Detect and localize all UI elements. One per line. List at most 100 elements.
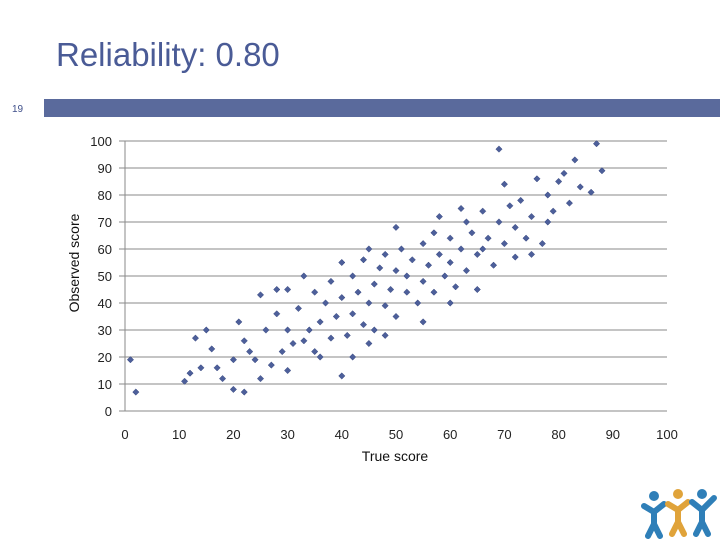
data-point-65 <box>446 258 454 267</box>
slide-title: Reliability: 0.80 <box>56 36 280 73</box>
data-point-111 <box>457 204 465 213</box>
data-point-71 <box>473 250 481 258</box>
data-point-96 <box>592 140 601 148</box>
y-tick-labels: 0 10 20 30 40 50 60 70 80 90 100 <box>90 134 112 419</box>
data-point-62 <box>435 250 443 258</box>
data-point-85 <box>533 175 541 183</box>
data-point-28 <box>311 288 319 296</box>
data-point-25 <box>294 304 302 312</box>
data-point-55 <box>408 256 416 264</box>
data-point-98 <box>495 145 503 153</box>
data-point-88 <box>544 218 552 226</box>
data-point-97 <box>598 167 606 175</box>
data-point-49 <box>387 285 395 294</box>
x-axis-label: True score <box>362 448 429 464</box>
data-point-107 <box>365 245 373 253</box>
data-point-8 <box>213 364 221 372</box>
data-point-41 <box>359 321 368 329</box>
data-point-42 <box>359 256 368 264</box>
data-point-34 <box>332 312 340 321</box>
y-tick-label-40: 40 <box>98 296 112 311</box>
data-point-76 <box>495 218 503 226</box>
data-point-39 <box>349 310 357 318</box>
data-point-52 <box>397 245 405 253</box>
data-point-110 <box>381 331 389 339</box>
data-point-18 <box>262 326 270 334</box>
data-point-87 <box>544 191 552 199</box>
data-point-19 <box>267 361 275 369</box>
data-point-0 <box>126 356 134 364</box>
data-point-38 <box>349 272 357 280</box>
data-point-14 <box>246 348 254 356</box>
data-point-114 <box>229 385 237 393</box>
data-point-50 <box>392 312 400 321</box>
data-point-46 <box>376 264 384 272</box>
x-tick-label-10: 10 <box>172 427 186 442</box>
data-point-9 <box>219 375 227 383</box>
data-point-81 <box>511 253 519 261</box>
data-point-45 <box>370 326 378 334</box>
data-point-95 <box>587 188 595 196</box>
data-point-29 <box>316 318 324 326</box>
y-axis-label: Observed score <box>66 213 82 312</box>
data-point-2 <box>181 377 189 385</box>
data-point-99 <box>365 339 373 348</box>
data-point-100 <box>311 348 319 356</box>
data-point-33 <box>327 277 335 285</box>
data-point-54 <box>403 272 411 280</box>
data-point-11 <box>235 318 243 326</box>
data-point-23 <box>284 326 292 334</box>
data-point-48 <box>381 250 389 258</box>
y-tick-label-0: 0 <box>105 404 112 419</box>
data-point-113 <box>349 353 357 361</box>
data-point-35 <box>338 372 346 380</box>
data-point-66 <box>452 283 460 291</box>
data-point-10 <box>229 356 237 364</box>
data-points <box>126 140 606 396</box>
data-point-58 <box>419 277 427 285</box>
data-point-36 <box>338 294 346 302</box>
data-point-70 <box>468 229 476 237</box>
x-tick-label-30: 30 <box>280 427 294 442</box>
data-point-108 <box>435 213 443 221</box>
y-tick-label-70: 70 <box>98 215 112 230</box>
data-point-21 <box>278 348 286 356</box>
y-tick-label-100: 100 <box>90 134 112 149</box>
data-point-103 <box>392 223 400 231</box>
data-point-93 <box>571 156 579 164</box>
slide-number: 19 <box>12 104 24 115</box>
data-point-1 <box>132 388 140 396</box>
y-tick-label-20: 20 <box>98 350 112 365</box>
data-point-24 <box>289 339 297 348</box>
data-point-17 <box>256 291 265 299</box>
data-point-51 <box>392 267 400 275</box>
x-tick-labels: 0 10 20 30 40 50 60 70 80 90 100 <box>121 427 677 442</box>
data-point-56 <box>414 299 422 307</box>
data-point-73 <box>479 245 487 253</box>
x-tick-label-60: 60 <box>443 427 457 442</box>
data-point-105 <box>446 299 454 307</box>
data-point-104 <box>284 285 292 294</box>
y-tick-label-30: 30 <box>98 323 112 338</box>
x-tick-label-80: 80 <box>551 427 565 442</box>
data-point-3 <box>186 369 194 377</box>
data-point-115 <box>273 285 281 294</box>
data-point-44 <box>370 280 378 288</box>
data-point-109 <box>300 272 308 280</box>
y-tick-label-60: 60 <box>98 242 112 257</box>
data-point-30 <box>316 353 324 361</box>
title-divider-bar <box>44 99 720 117</box>
data-point-94 <box>576 183 584 191</box>
people-logo-icon <box>641 489 717 539</box>
data-point-90 <box>555 177 563 186</box>
data-point-37 <box>343 331 351 339</box>
data-point-22 <box>284 366 292 375</box>
data-point-74 <box>484 234 492 242</box>
chart-grid <box>119 140 667 412</box>
data-point-92 <box>565 199 573 207</box>
data-point-106 <box>473 285 481 294</box>
x-tick-label-20: 20 <box>226 427 240 442</box>
data-point-64 <box>446 234 454 242</box>
data-point-84 <box>527 213 536 221</box>
